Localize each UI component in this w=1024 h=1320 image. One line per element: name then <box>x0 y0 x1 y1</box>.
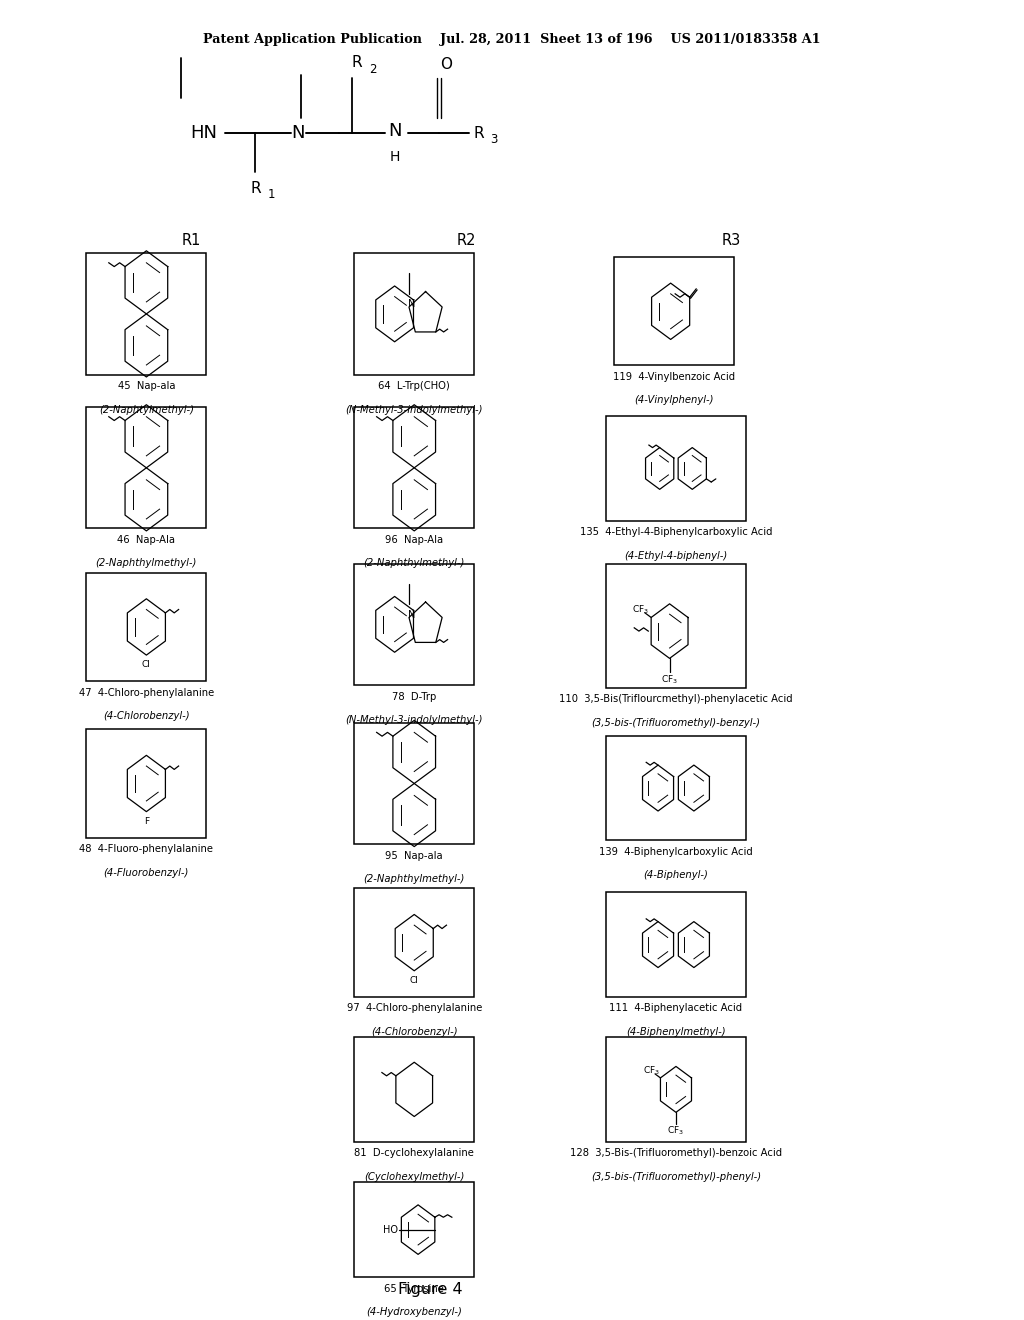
Text: Patent Application Publication    Jul. 28, 2011  Sheet 13 of 196    US 2011/0183: Patent Application Publication Jul. 28, … <box>203 33 821 46</box>
Bar <box>606 416 746 520</box>
Bar <box>354 253 474 375</box>
Text: N: N <box>409 610 416 620</box>
Text: Cl: Cl <box>410 975 419 985</box>
Text: O: O <box>439 57 452 71</box>
Text: (3,5-bis-(Trifluoromethyl)-benzyl-): (3,5-bis-(Trifluoromethyl)-benzyl-) <box>592 718 761 727</box>
Text: (4-Chlorobenzyl-): (4-Chlorobenzyl-) <box>371 1027 458 1036</box>
Text: 64  L-Trp(CHO): 64 L-Trp(CHO) <box>378 381 451 391</box>
Text: Figure 4: Figure 4 <box>398 1282 463 1296</box>
Text: R2: R2 <box>457 232 476 248</box>
Text: HO: HO <box>383 1225 397 1234</box>
Bar <box>354 723 474 845</box>
Text: R: R <box>250 181 261 195</box>
Text: (4-Biphenylmethyl-): (4-Biphenylmethyl-) <box>626 1027 726 1036</box>
Text: HN: HN <box>189 124 217 143</box>
Text: N: N <box>388 121 401 140</box>
Text: 96  Nap-Ala: 96 Nap-Ala <box>385 535 443 545</box>
Text: CF$_3$: CF$_3$ <box>643 1065 659 1077</box>
Text: 78  D-Trp: 78 D-Trp <box>392 692 436 701</box>
Text: R3: R3 <box>721 232 740 248</box>
Bar <box>606 735 746 841</box>
Bar <box>354 564 474 685</box>
Text: (N-Methyl-3-indolylmethyl-): (N-Methyl-3-indolylmethyl-) <box>345 715 483 725</box>
Text: 110  3,5-Bis(Triflourcmethyl)-phenylacetic Acid: 110 3,5-Bis(Triflourcmethyl)-phenylaceti… <box>559 694 793 704</box>
Text: 2: 2 <box>370 63 377 75</box>
Bar <box>606 892 746 997</box>
Bar <box>606 1038 746 1142</box>
Bar <box>606 564 746 688</box>
Text: CF$_3$: CF$_3$ <box>668 1125 684 1137</box>
Text: 48  4-Fluoro-phenylalanine: 48 4-Fluoro-phenylalanine <box>80 845 213 854</box>
Bar <box>354 888 474 997</box>
Text: (4-Fluorobenzyl-): (4-Fluorobenzyl-) <box>103 867 189 878</box>
Bar <box>354 407 474 528</box>
Text: 97  4-Chloro-phenylalanine: 97 4-Chloro-phenylalanine <box>346 1003 482 1014</box>
Text: CF$_3$: CF$_3$ <box>662 675 678 686</box>
Text: 128  3,5-Bis-(Trifluoromethyl)-benzoic Acid: 128 3,5-Bis-(Trifluoromethyl)-benzoic Ac… <box>570 1148 782 1158</box>
Text: 119  4-Vinylbenzoic Acid: 119 4-Vinylbenzoic Acid <box>613 372 735 381</box>
Text: 95  Nap-ala: 95 Nap-ala <box>385 850 443 861</box>
Text: (2-Naphthylmethyl-): (2-Naphthylmethyl-) <box>364 558 465 569</box>
Bar <box>86 573 207 681</box>
Text: (2-Naphtylmethyl-): (2-Naphtylmethyl-) <box>99 404 194 414</box>
Bar <box>354 1181 474 1278</box>
Text: (4-Hydroxybenzyl-): (4-Hydroxybenzyl-) <box>367 1307 462 1317</box>
Text: (4-Biphenyl-): (4-Biphenyl-) <box>643 870 709 880</box>
Text: (N-Methyl-3-indolylmethyl-): (N-Methyl-3-indolylmethyl-) <box>345 404 483 414</box>
Text: (Cyclohexylmethyl-): (Cyclohexylmethyl-) <box>365 1172 465 1181</box>
Text: (2-Naphthylmethyl-): (2-Naphthylmethyl-) <box>95 558 197 569</box>
Text: 3: 3 <box>490 133 498 147</box>
Bar <box>86 730 207 838</box>
Text: 45  Nap-ala: 45 Nap-ala <box>118 381 175 391</box>
Text: 46  Nap-Ala: 46 Nap-Ala <box>118 535 175 545</box>
Bar <box>86 253 207 375</box>
Text: 81  D-cyclohexylalanine: 81 D-cyclohexylalanine <box>354 1148 474 1158</box>
Text: 135  4-Ethyl-4-Biphenylcarboxylic Acid: 135 4-Ethyl-4-Biphenylcarboxylic Acid <box>580 527 772 537</box>
Text: R: R <box>473 125 483 141</box>
Text: N: N <box>409 300 416 309</box>
Text: 65  Tyrosine: 65 Tyrosine <box>384 1284 444 1294</box>
Text: 139  4-Biphenylcarboxylic Acid: 139 4-Biphenylcarboxylic Acid <box>599 846 753 857</box>
Text: (4-Ethyl-4-biphenyl-): (4-Ethyl-4-biphenyl-) <box>625 550 728 561</box>
Text: 47  4-Chloro-phenylalanine: 47 4-Chloro-phenylalanine <box>79 688 214 697</box>
Text: R: R <box>352 55 362 70</box>
Bar <box>613 257 734 366</box>
Text: Cl: Cl <box>142 660 151 669</box>
Text: (3,5-bis-(Trifluoromethyl)-phenyl-): (3,5-bis-(Trifluoromethyl)-phenyl-) <box>591 1172 761 1181</box>
Text: (2-Naphthylmethyl-): (2-Naphthylmethyl-) <box>364 874 465 884</box>
Text: (4-Chlorobenzyl-): (4-Chlorobenzyl-) <box>103 711 189 721</box>
Text: H: H <box>390 149 400 164</box>
Bar <box>86 407 207 528</box>
Text: (4-Vinylphenyl-): (4-Vinylphenyl-) <box>634 396 714 405</box>
Text: F: F <box>143 817 148 826</box>
Text: N: N <box>292 124 305 143</box>
Text: CF$_3$: CF$_3$ <box>632 603 648 615</box>
Text: 111  4-Biphenylacetic Acid: 111 4-Biphenylacetic Acid <box>609 1003 742 1014</box>
Text: 1: 1 <box>267 187 275 201</box>
Text: R1: R1 <box>181 232 201 248</box>
Bar <box>354 1038 474 1142</box>
